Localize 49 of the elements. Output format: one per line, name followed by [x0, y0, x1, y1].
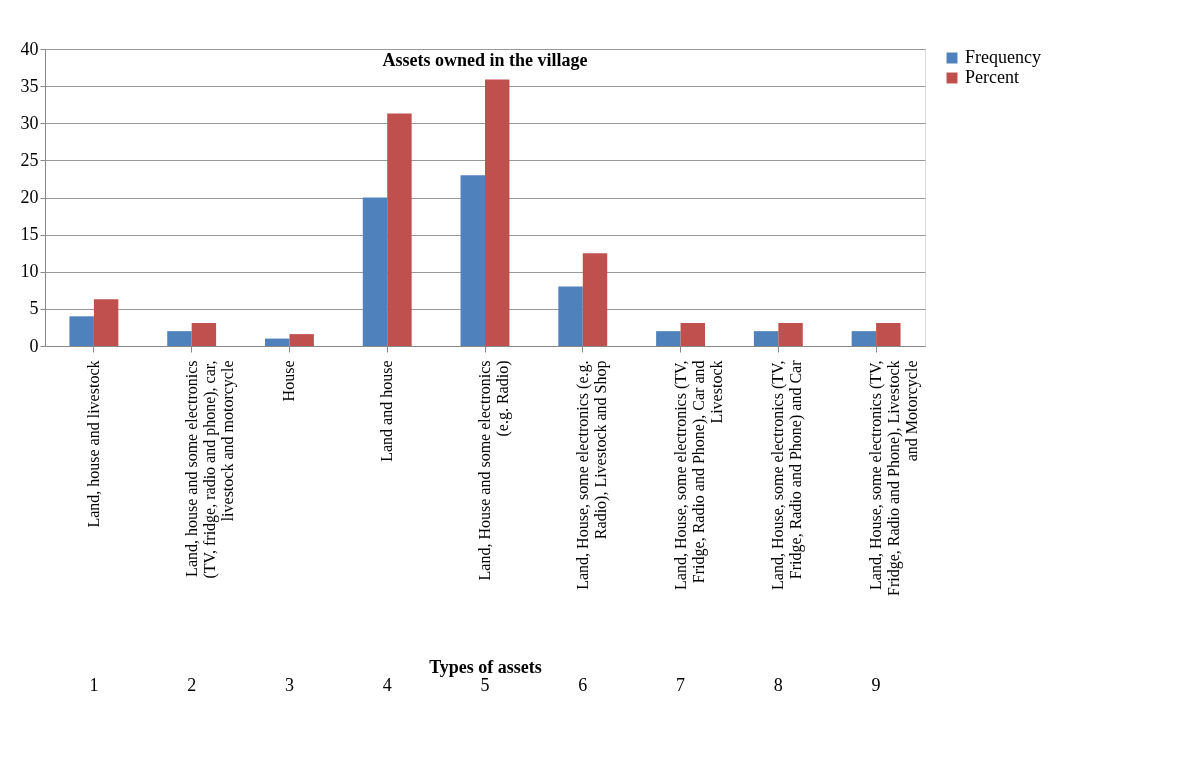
- x-tick-label: Land, House, some electronics (TV, Fridge, Radio and Phone), Car and Livestock: [671, 360, 725, 590]
- bar: [656, 331, 681, 346]
- y-tick-label: 30: [20, 112, 39, 133]
- bar: [289, 334, 314, 346]
- legend-label: Frequency: [965, 47, 1041, 67]
- bar: [778, 322, 803, 346]
- text: 6: [578, 675, 588, 695]
- x-tick-label: Land, House, some electronics (TV, Fridge, Radio and Phone) and Car: [769, 359, 806, 590]
- y-tick-label: 15: [20, 224, 39, 245]
- y-tick-label: 5: [29, 298, 39, 319]
- x-tick-label: Land, House, some electronics (e.g. Radio), Livestock and Shop: [573, 360, 610, 590]
- y-tick-label: 40: [20, 38, 39, 59]
- bar: [558, 286, 583, 346]
- text: 2: [187, 675, 197, 695]
- x-axis-title: Types of assets: [429, 656, 542, 677]
- y-tick-label: 35: [20, 75, 39, 96]
- bar: [387, 113, 412, 346]
- bar: [753, 331, 779, 346]
- text: 9: [871, 675, 881, 695]
- y-tick-label: 10: [20, 261, 39, 282]
- bar: [582, 253, 608, 346]
- bar: [485, 79, 510, 346]
- bar: [876, 322, 901, 346]
- bar: [167, 331, 192, 346]
- text: 1: [89, 675, 99, 695]
- x-tick-label: House: [280, 360, 298, 402]
- text: 3: [284, 675, 294, 695]
- chart-title: Assets owned in the village: [382, 50, 588, 70]
- bar: [69, 316, 94, 346]
- bar: [851, 331, 877, 346]
- bar: [460, 175, 485, 346]
- y-tick-label: 0: [29, 335, 39, 356]
- x-tick-label: Land, house and some electronics (TV, fridge, radio and phone), car, livestock and motorcycle: [182, 360, 237, 579]
- text: 7: [676, 675, 686, 695]
- x-tick-label: Land and house: [378, 360, 396, 462]
- x-tick-label: Land, house and livestock: [84, 360, 102, 528]
- legend-label: Percent: [965, 67, 1019, 87]
- text: 4: [382, 675, 392, 695]
- text: 5: [480, 675, 490, 695]
- y-tick-label: 20: [20, 187, 39, 207]
- x-tick-label: Land, House and some electronics (e.g. Radio): [476, 360, 512, 581]
- bar: [191, 322, 217, 346]
- y-tick-label: 25: [20, 149, 39, 170]
- text: 8: [773, 675, 783, 695]
- bar: [680, 322, 705, 346]
- bar: [362, 197, 388, 346]
- bar: [93, 299, 119, 346]
- bar: [265, 338, 290, 346]
- x-tick-label: Land, House, some electronics (TV, Fridge, Radio and Phone), Livestock and Motorcycle: [867, 360, 922, 597]
